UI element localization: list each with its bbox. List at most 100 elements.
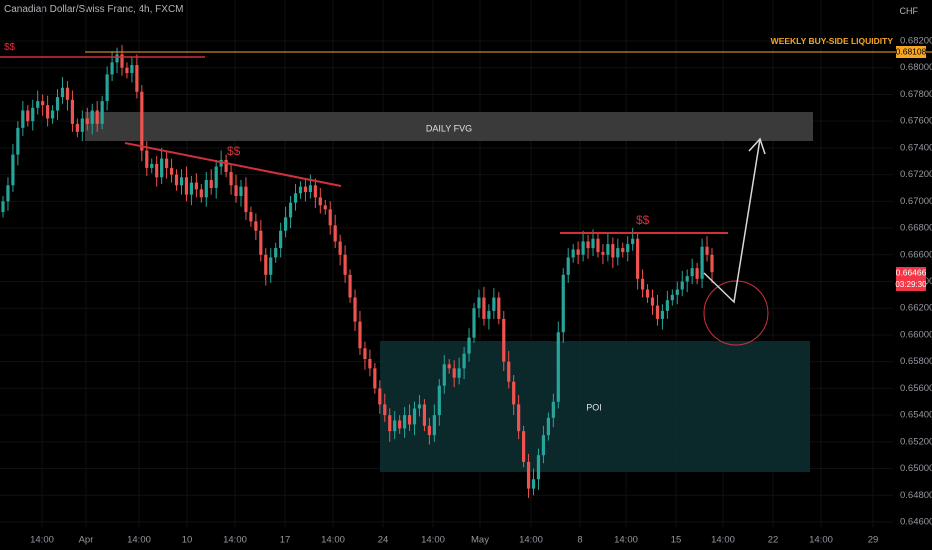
candle: [492, 288, 496, 319]
candle-body: [234, 185, 238, 196]
price-tick-label: 0.65400: [900, 410, 932, 421]
candle-body: [323, 205, 327, 210]
candle: [427, 417, 431, 445]
candle-body: [1, 201, 5, 213]
price-tick-label: 0.66800: [900, 223, 932, 234]
candle: [650, 289, 655, 315]
candle-body: [70, 99, 75, 124]
candle-body: [155, 163, 159, 178]
candle-body: [100, 101, 104, 124]
candle: [115, 47, 119, 74]
candle: [165, 151, 169, 179]
daily-fvg-label: DAILY FVG: [426, 123, 472, 133]
candle: [179, 169, 184, 195]
time-tick-label: 8: [577, 535, 582, 546]
candle: [214, 159, 218, 199]
time-tick-label: 15: [671, 535, 682, 546]
candle-body: [75, 123, 79, 132]
candle-body: [705, 246, 709, 255]
candle: [452, 360, 456, 388]
candle-body: [551, 401, 555, 418]
price-tick-label: 0.65000: [900, 463, 932, 474]
candle-body: [303, 186, 308, 192]
candle-body: [467, 337, 471, 354]
candle: [328, 201, 332, 235]
candle-body: [264, 254, 268, 275]
candle-body: [95, 110, 99, 124]
candle: [85, 107, 89, 131]
candle-body: [536, 455, 541, 480]
candle: [26, 105, 30, 127]
candle-body: [333, 225, 337, 242]
dollar-mark-right: $$: [636, 213, 650, 227]
candle: [685, 269, 689, 293]
candle-body: [184, 177, 189, 195]
candle-body: [437, 385, 441, 416]
arrow-head-icon: [748, 137, 766, 155]
candle: [660, 304, 665, 330]
candle: [110, 51, 114, 82]
candle: [308, 174, 312, 199]
candle-body: [368, 358, 372, 369]
candle: [606, 233, 610, 262]
candle-body: [6, 185, 10, 202]
candle: [21, 101, 25, 136]
candle-body: [135, 65, 139, 92]
price-tick-label: 0.66000: [900, 329, 932, 340]
candle-body: [318, 197, 322, 206]
price-tick-label: 0.67000: [900, 196, 932, 207]
candle: [373, 363, 377, 394]
candle-body: [189, 182, 194, 195]
current-price-text: 0.66466: [896, 267, 927, 277]
candle-body: [179, 177, 184, 186]
candle-body: [308, 185, 312, 192]
candle-body: [517, 404, 521, 432]
candle: [467, 328, 471, 362]
price-tags: 0.68108 0.66466 03:29:30: [895, 46, 927, 291]
candle: [581, 230, 585, 262]
candle-body: [660, 310, 665, 319]
candle: [279, 222, 283, 258]
candle: [521, 425, 526, 468]
candle: [586, 234, 590, 259]
candle: [636, 232, 640, 290]
time-tick-label: 24: [378, 535, 389, 546]
time-tick-label: 14:00: [421, 535, 445, 546]
candle: [536, 448, 541, 490]
candle: [284, 206, 288, 238]
candle: [16, 121, 20, 166]
candle-body: [700, 246, 704, 279]
candle: [343, 245, 347, 283]
symbol-title: Canadian Dollar/Swiss Franc, 4h, FXCM: [4, 4, 184, 15]
candle: [690, 258, 694, 285]
candle: [100, 95, 104, 130]
candle: [497, 292, 501, 325]
candle: [120, 45, 124, 76]
candle: [432, 404, 436, 442]
candle-body: [462, 353, 466, 369]
candle: [601, 244, 605, 265]
candle: [457, 357, 461, 385]
candle-body: [140, 91, 144, 151]
candle: [239, 179, 243, 207]
candle: [442, 354, 446, 394]
candle-body: [497, 297, 501, 319]
candle: [298, 181, 303, 199]
candle: [551, 393, 555, 428]
candle-body: [670, 294, 674, 301]
candle: [645, 284, 650, 303]
candle-body: [526, 461, 531, 489]
candle: [338, 234, 342, 266]
candle-body: [219, 159, 223, 167]
price-currency: CHF: [899, 6, 919, 16]
chart-overlays: DAILY FVG POI $$ $$ $$ WEEKLY BUY-SIDE L…: [0, 36, 932, 412]
candle-body: [125, 67, 129, 74]
candle-body: [150, 163, 154, 168]
candle: [576, 241, 580, 265]
candle-body: [50, 110, 55, 119]
candle-body: [710, 254, 714, 273]
chart-zones: [85, 112, 813, 472]
candle-body: [11, 154, 15, 186]
candle-body: [675, 289, 679, 295]
